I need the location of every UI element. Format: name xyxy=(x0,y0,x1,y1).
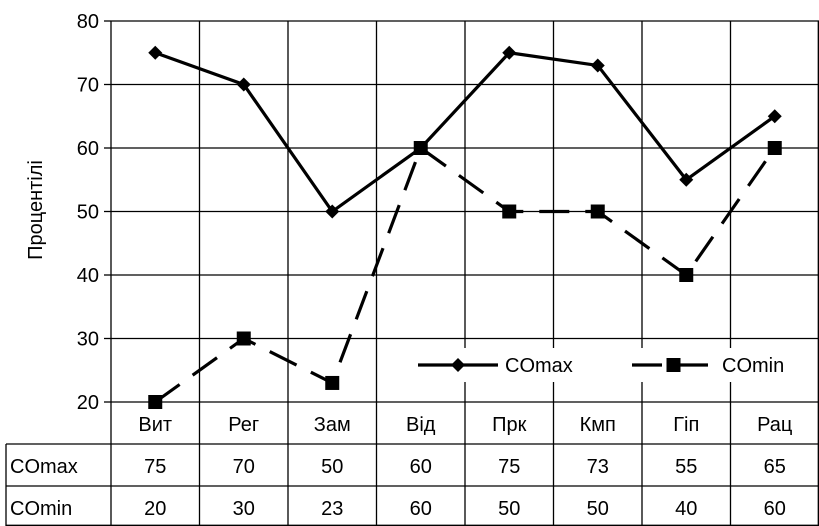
category-label: Прк xyxy=(492,414,526,436)
table-cell: 60 xyxy=(410,498,432,520)
table-cell: 60 xyxy=(410,456,432,478)
table-cell: 30 xyxy=(233,498,255,520)
table-cell: 55 xyxy=(675,456,697,478)
y-tick-label: 20 xyxy=(77,392,99,414)
data-point xyxy=(148,395,163,409)
table-cell: 65 xyxy=(764,456,786,478)
category-label: Від xyxy=(406,414,436,436)
category-label: Зам xyxy=(314,414,351,436)
table-row-label: COmin xyxy=(10,498,72,520)
data-point xyxy=(679,172,694,187)
data-point xyxy=(413,141,428,155)
series-line xyxy=(154,145,777,404)
table-cell: 20 xyxy=(144,498,166,520)
table-cell: 70 xyxy=(233,456,255,478)
y-tick-label: 80 xyxy=(77,11,99,33)
y-tick-label: 50 xyxy=(77,202,99,224)
data-point xyxy=(590,204,605,219)
table-cell: 60 xyxy=(764,498,786,520)
data-table: Вит Рег Зам Від Прк Кмп Гіп Рац COmax 75 70 50 60 75 7… xyxy=(5,414,819,526)
grid-lines xyxy=(110,20,819,526)
table-cell: 50 xyxy=(498,498,520,520)
y-tick-label: 70 xyxy=(77,75,99,97)
category-label: Гіп xyxy=(673,414,699,436)
legend-marker xyxy=(666,358,681,372)
data-point xyxy=(325,375,340,390)
data-point xyxy=(236,77,251,92)
y-axis-label: Процентілі xyxy=(25,160,47,260)
table-cell: 23 xyxy=(321,498,343,520)
y-tick-label: 30 xyxy=(77,329,99,351)
category-label: Рег xyxy=(228,414,259,436)
data-point xyxy=(148,45,163,60)
data-point xyxy=(236,331,251,346)
table-cell: 40 xyxy=(675,498,697,520)
category-label: Кмп xyxy=(580,414,616,436)
table-cell: 50 xyxy=(321,456,343,478)
y-tick-label: 40 xyxy=(77,265,99,287)
legend-label: COmin xyxy=(722,355,784,377)
series-line xyxy=(154,51,776,214)
series-lines xyxy=(148,45,782,409)
y-axis-ticks: 20 30 40 50 60 70 80 xyxy=(77,11,111,414)
category-label: Рац xyxy=(757,414,792,436)
y-tick-label: 60 xyxy=(77,138,99,160)
data-point xyxy=(767,109,782,124)
series-COmin xyxy=(148,141,782,409)
table-cell: 73 xyxy=(587,456,609,478)
data-point xyxy=(679,268,694,282)
legend-label: COmax xyxy=(505,355,573,377)
data-point xyxy=(767,141,782,155)
table-cell: 50 xyxy=(587,498,609,520)
data-point xyxy=(502,204,517,219)
legend-marker xyxy=(451,358,465,372)
data-point xyxy=(325,204,340,219)
data-point xyxy=(502,45,517,60)
data-point xyxy=(590,58,605,73)
table-cell: 75 xyxy=(144,456,166,478)
table-cell: 75 xyxy=(498,456,520,478)
table-row-label: COmax xyxy=(10,456,78,478)
category-label: Вит xyxy=(138,414,172,436)
legend: COmax COmin xyxy=(412,348,810,382)
